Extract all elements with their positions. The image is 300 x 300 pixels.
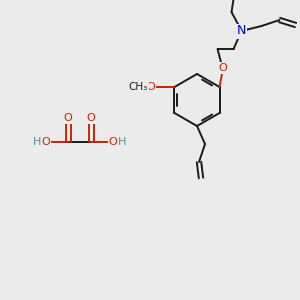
Text: O: O bbox=[146, 82, 155, 92]
Text: H: H bbox=[33, 137, 41, 147]
Text: O: O bbox=[218, 63, 227, 73]
Text: O: O bbox=[64, 113, 72, 123]
Text: N: N bbox=[237, 25, 246, 38]
Text: H: H bbox=[118, 137, 126, 147]
Text: CH₃: CH₃ bbox=[129, 82, 148, 92]
Text: O: O bbox=[42, 137, 50, 147]
Text: O: O bbox=[87, 113, 95, 123]
Text: O: O bbox=[109, 137, 117, 147]
